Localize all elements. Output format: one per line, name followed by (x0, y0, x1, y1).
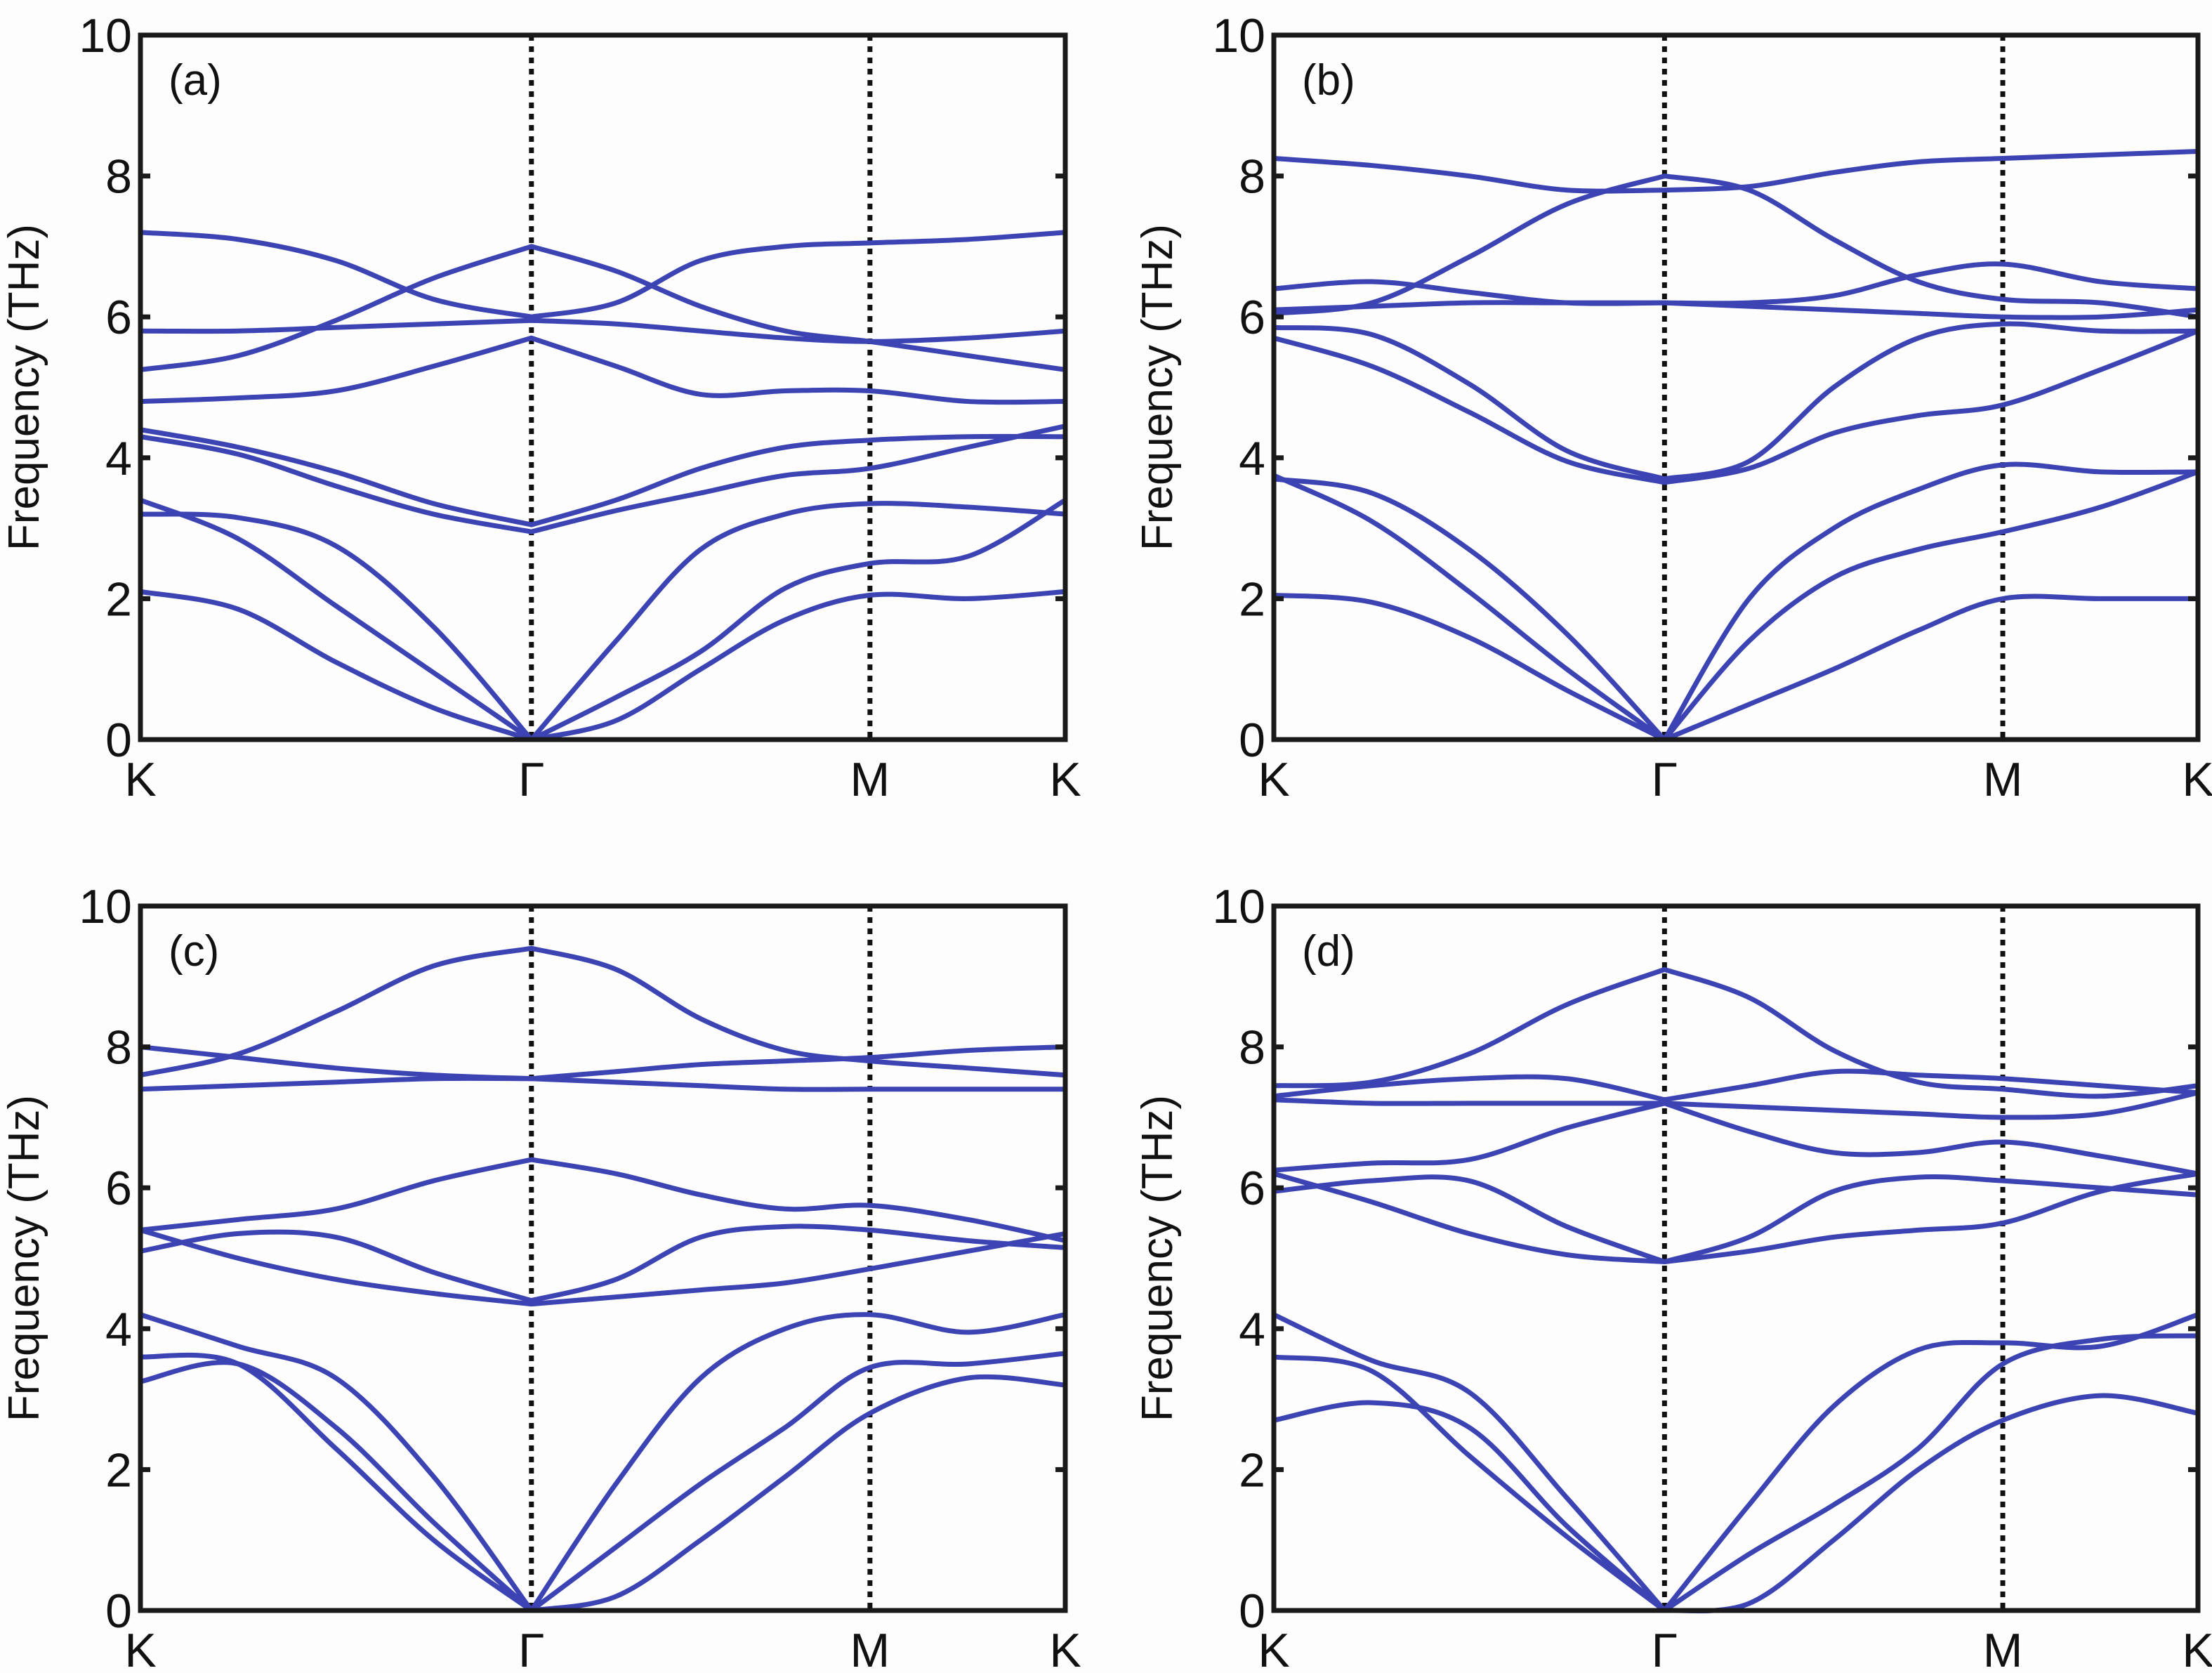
band-5 (1271, 1174, 2201, 1265)
panel-label: (d) (1302, 927, 1355, 976)
plot-frame (1271, 903, 2201, 1613)
x-tick-label: K (1258, 1624, 1289, 1673)
y-tick-label: 4 (105, 1303, 132, 1356)
y-tick-label: 2 (105, 1443, 132, 1497)
band-9 (138, 945, 1068, 1078)
panel-label: (b) (1302, 56, 1355, 105)
x-tick-label: K (1049, 753, 1081, 806)
y-tick-label: 0 (105, 1585, 132, 1638)
band-3 (1271, 1312, 2201, 1613)
x-tick-label: Γ (518, 1624, 544, 1673)
band-7 (138, 1075, 1068, 1092)
band-8 (138, 244, 1068, 372)
band-5 (138, 424, 1068, 534)
band-3 (138, 501, 1068, 742)
band-9 (1271, 148, 2201, 194)
band-4 (1271, 321, 2201, 482)
band-9 (1271, 966, 2201, 1099)
band-7 (138, 317, 1068, 344)
band-4 (138, 427, 1068, 527)
plot-frame (138, 32, 1068, 742)
band-6 (1271, 1101, 2201, 1176)
y-tick-label: 4 (1239, 432, 1265, 485)
x-tick-label: K (2182, 1624, 2212, 1673)
band-2 (138, 497, 1068, 742)
panel-a: 0 2 4 6 8 10 K Γ M K Frequency (THz) (a) (0, 9, 1081, 806)
y-axis-title: Frequency (THz) (0, 1095, 48, 1422)
y-tick-label: 8 (105, 1021, 132, 1075)
y-tick-label: 0 (1239, 1585, 1265, 1638)
y-tick-label: 0 (105, 714, 132, 767)
x-tick-label: Γ (518, 753, 544, 806)
y-tick-label: 10 (1212, 880, 1265, 933)
x-tick-label: K (2182, 753, 2212, 806)
x-tick-label: K (124, 753, 156, 806)
y-axis-title: Frequency (THz) (1133, 1095, 1182, 1422)
y-tick-label: 2 (1239, 572, 1265, 626)
band-2 (1271, 1333, 2201, 1613)
x-tick-label: K (1049, 1624, 1081, 1673)
x-tick-label: M (1983, 1624, 2023, 1673)
band-3 (138, 1312, 1068, 1613)
plot-frame (1271, 32, 2201, 742)
y-tick-label: 10 (79, 880, 132, 933)
plot-frame (138, 903, 1068, 1613)
band-7 (1271, 1090, 2201, 1120)
panel-b: 0 2 4 6 8 10 K Γ M K Frequency (THz) (b) (1133, 9, 2212, 806)
y-tick-label: 10 (79, 9, 132, 63)
band-8 (1271, 173, 2201, 320)
panel-d: 0 2 4 6 8 10 K Γ M K Frequency (THz) (d) (1133, 880, 2212, 1673)
band-1 (1271, 592, 2201, 742)
y-tick-label: 4 (105, 432, 132, 485)
band-9 (138, 230, 1068, 320)
x-tick-label: Γ (1652, 1624, 1678, 1673)
y-tick-label: 6 (105, 1162, 132, 1215)
band-2 (138, 1351, 1068, 1613)
band-8 (138, 1044, 1068, 1082)
y-tick-label: 8 (1239, 1021, 1265, 1075)
band-4 (138, 1223, 1068, 1304)
band-6 (138, 1157, 1068, 1243)
band-2 (1271, 469, 2201, 742)
y-tick-label: 6 (1239, 1162, 1265, 1215)
band-4 (1271, 1171, 2201, 1265)
x-tick-label: M (1983, 753, 2023, 806)
band-6 (138, 335, 1068, 405)
y-tick-label: 0 (1239, 714, 1265, 767)
band-1 (138, 589, 1068, 742)
band-5 (1271, 328, 2201, 485)
band-1 (138, 1360, 1068, 1613)
x-tick-label: K (1258, 753, 1289, 806)
panel-c: 0 2 4 6 8 10 K Γ M K Frequency (THz) (c) (0, 880, 1081, 1673)
y-tick-label: 10 (1212, 9, 1265, 63)
x-tick-label: Γ (1652, 753, 1678, 806)
y-axis-title: Frequency (THz) (0, 224, 48, 551)
y-tick-label: 6 (105, 291, 132, 344)
y-axis-title: Frequency (THz) (1133, 224, 1182, 551)
band-3 (1271, 461, 2201, 742)
band-8 (1271, 1068, 2201, 1103)
panel-label: (a) (169, 56, 222, 105)
y-tick-label: 2 (1239, 1443, 1265, 1497)
y-tick-label: 8 (1239, 150, 1265, 204)
x-tick-label: M (850, 753, 890, 806)
band-7 (1271, 261, 2201, 306)
x-tick-label: M (850, 1624, 890, 1673)
y-tick-label: 6 (1239, 291, 1265, 344)
y-tick-label: 8 (105, 150, 132, 204)
y-tick-label: 2 (105, 572, 132, 626)
panel-label: (c) (169, 927, 219, 976)
x-tick-label: K (124, 1624, 156, 1673)
band-5 (138, 1227, 1068, 1307)
band-1 (1271, 1393, 2201, 1614)
y-tick-label: 4 (1239, 1303, 1265, 1356)
